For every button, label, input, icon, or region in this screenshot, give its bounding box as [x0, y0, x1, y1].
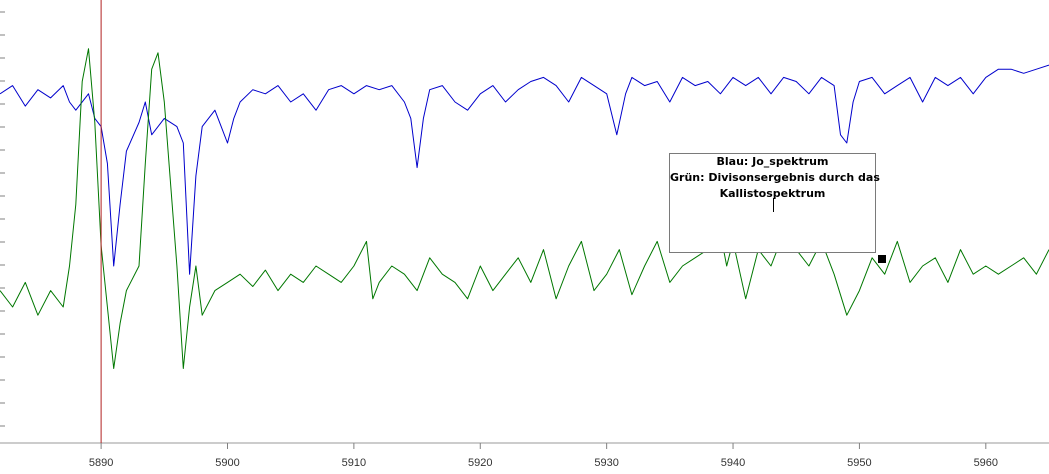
annotation-line-green: Grün: Divisonsergebnis durch das — [670, 171, 880, 184]
x-tick-label: 5960 — [974, 457, 998, 469]
x-tick-label: 5950 — [847, 457, 871, 469]
annotation-line-blue: Blau: Jo_spektrum — [716, 155, 829, 168]
x-tick-label: 5930 — [594, 457, 618, 469]
x-tick-label: 5890 — [89, 457, 113, 469]
annotation-line-kallisto: Kallistospektrum — [719, 187, 826, 200]
series-line-blue — [0, 64, 1049, 275]
series-line-green — [0, 48, 1049, 369]
x-tick-label: 5920 — [468, 457, 492, 469]
resize-handle[interactable] — [878, 255, 886, 263]
x-tick-label: 5910 — [342, 457, 366, 469]
x-tick-label: 5940 — [721, 457, 745, 469]
annotation-box[interactable]: Blau: Jo_spektrum Grün: Divisonsergebnis… — [669, 153, 880, 253]
x-tick-label: 5900 — [215, 457, 239, 469]
text-caret — [773, 198, 774, 212]
x-axis-ticks: 5890 5900 5910 5920 5930 5940 5950 5960 — [89, 443, 998, 469]
y-axis-ticks — [0, 11, 5, 427]
series-layer — [0, 48, 1049, 369]
